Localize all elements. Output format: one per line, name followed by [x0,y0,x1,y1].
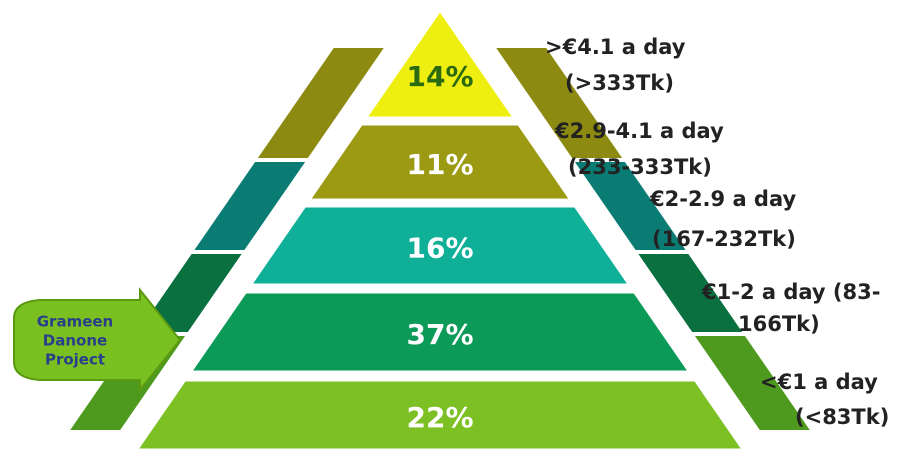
income-labels: >€4.1 a day (>333Tk) €2.9-4.1 a day (233-33… [545,35,889,429]
tier-percent: 22% [406,401,473,434]
callout: Grameen Danone Project [13,287,182,393]
side-band [638,254,743,332]
callout-line: Grameen [37,313,114,331]
income-label: 166Tk) [738,312,820,336]
side-band [137,254,242,332]
income-label: €2-2.9 a day [649,187,796,211]
tier-percent: 11% [406,148,473,181]
side-band [257,48,384,158]
income-label: (<83Tk) [795,405,889,429]
tier [306,122,574,202]
income-label: >€4.1 a day [545,35,686,59]
tier-percent: 16% [406,232,473,265]
income-label: €1-2 a day (83- [701,280,880,304]
callout-line: Project [45,351,105,369]
income-label: (>333Tk) [565,71,674,95]
tiers: 14% 11% 16% 37% 22% [133,7,747,452]
tier [133,378,747,452]
callout-line: Danone [43,332,107,350]
tier [362,7,518,120]
side-band [496,48,623,158]
income-label: (167-232Tk) [652,227,796,251]
tier-percent: 37% [406,318,473,351]
income-label: <€1 a day [760,370,878,394]
side-band [694,336,810,430]
income-label: €2.9-4.1 a day [554,119,724,143]
callout-arrow [13,287,182,393]
side-band [574,162,686,250]
income-label: (233-333Tk) [568,155,712,179]
side-band [194,162,306,250]
tier [247,204,633,287]
tier [187,290,693,374]
tier-percent: 14% [406,60,473,93]
